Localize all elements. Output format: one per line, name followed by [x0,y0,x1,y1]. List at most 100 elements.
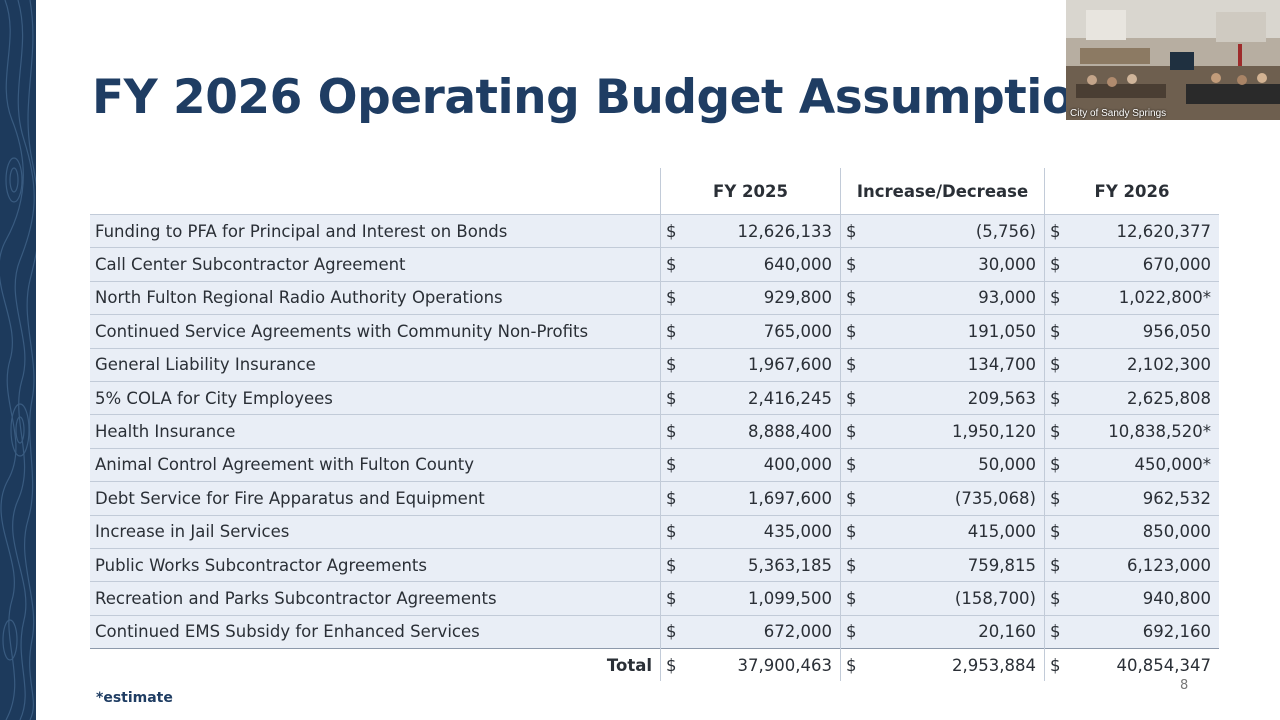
change-value: 209,563 [864,380,1045,415]
fy2025-value: 435,000 [684,514,841,549]
currency-symbol: $ [660,314,684,349]
currency-symbol: $ [840,314,864,349]
fy2025-value: 400,000 [684,447,841,482]
table-row: Animal Control Agreement with Fulton Cou… [90,447,1219,482]
change-value: 134,700 [864,347,1045,382]
fy2026-value: 940,800 [1068,581,1219,616]
header-fy2025: FY 2025 [660,168,841,215]
fy2026-value: 2,625,808 [1068,380,1219,415]
fy2025-value: 1,697,600 [684,481,841,516]
row-label: Increase in Jail Services [90,514,661,549]
fy2025-value: 37,900,463 [684,648,841,682]
row-label: Animal Control Agreement with Fulton Cou… [90,447,661,482]
currency-symbol: $ [1044,314,1068,349]
currency-symbol: $ [1044,514,1068,549]
fy2025-value: 1,967,600 [684,347,841,382]
currency-symbol: $ [1044,481,1068,516]
currency-symbol: $ [1044,581,1068,616]
table-row: Continued Service Agreements with Commun… [90,314,1219,349]
fy2025-value: 5,363,185 [684,547,841,582]
fy2026-value: 850,000 [1068,514,1219,549]
currency-symbol: $ [660,213,684,248]
change-value: 30,000 [864,247,1045,282]
currency-symbol: $ [840,514,864,549]
currency-symbol: $ [840,447,864,482]
table-row: Debt Service for Fire Apparatus and Equi… [90,481,1219,516]
currency-symbol: $ [660,481,684,516]
fy2025-value: 640,000 [684,247,841,282]
currency-symbol: $ [1044,547,1068,582]
currency-symbol: $ [840,347,864,382]
currency-symbol: $ [840,614,864,649]
fy2026-value: 956,050 [1068,314,1219,349]
fy2026-value: 12,620,377 [1068,213,1219,248]
currency-symbol: $ [840,247,864,282]
currency-symbol: $ [1044,347,1068,382]
table-row: Public Works Subcontractor Agreements $5,… [90,547,1219,582]
row-label: Continued EMS Subsidy for Enhanced Servi… [90,614,661,649]
table-row: General Liability Insurance $1,967,600 $13… [90,347,1219,382]
currency-symbol: $ [660,447,684,482]
video-caption: City of Sandy Springs [1070,108,1167,119]
topographic-pattern [0,0,36,720]
change-value: (158,700) [864,581,1045,616]
fy2026-value: 6,123,000 [1068,547,1219,582]
currency-symbol: $ [840,414,864,449]
fy2026-value: 10,838,520* [1068,414,1219,449]
fy2026-value: 40,854,347 [1068,648,1219,682]
fy2026-value: 450,000* [1068,447,1219,482]
row-label: Continued Service Agreements with Commun… [90,314,661,349]
currency-symbol: $ [1044,414,1068,449]
change-value: 759,815 [864,547,1045,582]
slide-title: FY 2026 Operating Budget Assumptions [92,70,1135,125]
header-item [90,168,661,215]
change-value: 415,000 [864,514,1045,549]
currency-symbol: $ [1044,648,1068,682]
currency-symbol: $ [660,414,684,449]
row-label: General Liability Insurance [90,347,661,382]
table-header-row: FY 2025 Increase/Decrease FY 2026 [90,168,1219,215]
fy2025-value: 1,099,500 [684,581,841,616]
currency-symbol: $ [840,481,864,516]
decorative-left-band [0,0,36,720]
table-row: Funding to PFA for Principal and Interes… [90,213,1219,248]
change-value: (735,068) [864,481,1045,516]
fy2026-value: 962,532 [1068,481,1219,516]
change-value: 50,000 [864,447,1045,482]
fy2025-value: 765,000 [684,314,841,349]
table-row: 5% COLA for City Employees $2,416,245 $209… [90,380,1219,415]
currency-symbol: $ [1044,447,1068,482]
video-thumbnail[interactable]: City of Sandy Springs [1066,0,1280,120]
currency-symbol: $ [660,547,684,582]
currency-symbol: $ [660,614,684,649]
currency-symbol: $ [840,380,864,415]
fy2026-value: 670,000 [1068,247,1219,282]
change-value: 20,160 [864,614,1045,649]
table-row: Call Center Subcontractor Agreement $640,… [90,247,1219,282]
fy2025-value: 929,800 [684,280,841,315]
table-row: Continued EMS Subsidy for Enhanced Servi… [90,614,1219,649]
currency-symbol: $ [840,213,864,248]
row-label: Call Center Subcontractor Agreement [90,247,661,282]
row-label: 5% COLA for City Employees [90,380,661,415]
change-value: 1,950,120 [864,414,1045,449]
change-value: (5,756) [864,213,1045,248]
row-label: Recreation and Parks Subcontractor Agree… [90,581,661,616]
fy2026-value: 1,022,800* [1068,280,1219,315]
fy2025-value: 2,416,245 [684,380,841,415]
fy2025-value: 8,888,400 [684,414,841,449]
row-label: Health Insurance [90,414,661,449]
table-total-row: Total $37,900,463 $2,953,884 $40,854,347 [90,648,1219,682]
table-row: North Fulton Regional Radio Authority Op… [90,280,1219,315]
currency-symbol: $ [1044,247,1068,282]
table-row: Health Insurance $8,888,400 $1,950,120 $10,… [90,414,1219,449]
table-row: Recreation and Parks Subcontractor Agree… [90,581,1219,616]
change-value: 2,953,884 [864,648,1045,682]
change-value: 93,000 [864,280,1045,315]
currency-symbol: $ [660,581,684,616]
currency-symbol: $ [660,380,684,415]
row-label: North Fulton Regional Radio Authority Op… [90,280,661,315]
fy2026-value: 692,160 [1068,614,1219,649]
header-change: Increase/Decrease [840,168,1045,215]
fy2025-value: 12,626,133 [684,213,841,248]
